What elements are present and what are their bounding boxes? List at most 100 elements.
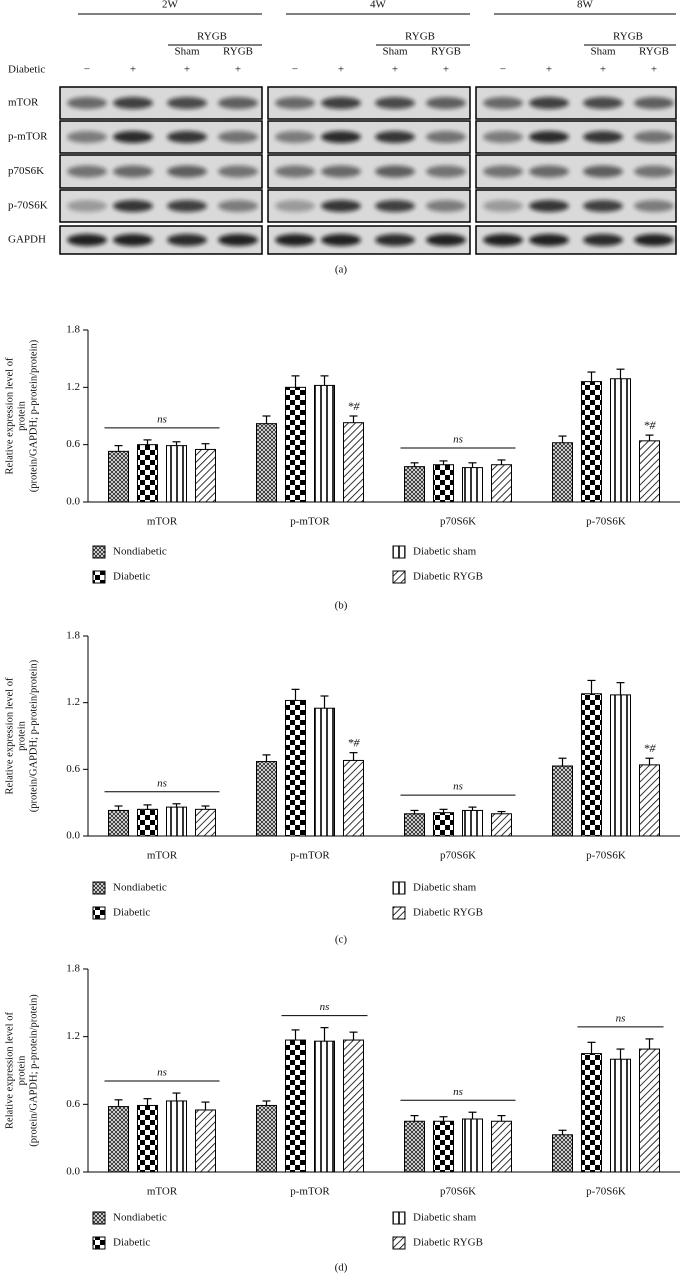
significance-label: *# (348, 399, 361, 413)
band (426, 200, 466, 212)
group-label: RYGB (405, 31, 435, 43)
x-tick-label: p-70S6K (586, 1186, 626, 1198)
bar (343, 759, 364, 837)
x-tick-label: p-mTOR (290, 1186, 330, 1198)
y-tick-label: 1.2 (66, 696, 80, 708)
sign: + (651, 64, 657, 76)
legend-swatch (92, 1211, 106, 1225)
band (275, 97, 315, 109)
legend-label: Diabetic sham (413, 546, 477, 558)
band (583, 234, 623, 246)
bar (433, 1120, 454, 1173)
legend-swatch (392, 881, 406, 895)
legend-swatch (392, 1211, 406, 1225)
band (583, 165, 623, 178)
bar (581, 1053, 602, 1173)
subgroup-label: Sham (590, 46, 616, 58)
protein-label: p-mTOR (8, 131, 48, 143)
bar (404, 1120, 425, 1173)
group-label: RYGB (613, 31, 643, 43)
x-tick-label: p-70S6K (586, 850, 626, 862)
significance-label: *# (644, 418, 657, 432)
panel-label: (b) (335, 600, 348, 612)
band (375, 165, 415, 178)
band (426, 165, 466, 178)
sign: + (600, 64, 606, 76)
bar (610, 378, 631, 503)
ns-label: ns (453, 1086, 463, 1098)
band (67, 165, 107, 178)
y-axis-label: Relative expression level of (4, 677, 15, 794)
y-tick-label: 1.8 (66, 630, 80, 642)
subgroup-label: Sham (174, 46, 200, 58)
legend-swatch (92, 881, 106, 895)
band (167, 200, 207, 212)
band (275, 200, 315, 212)
band (583, 200, 623, 212)
band (218, 234, 258, 246)
bar (433, 464, 454, 503)
bar (195, 448, 216, 503)
band (483, 200, 523, 212)
y-tick-label: 0.6 (66, 1098, 80, 1110)
bar (256, 761, 277, 837)
legend-label: Diabetic sham (413, 882, 477, 894)
bar (166, 806, 187, 837)
band (634, 97, 674, 109)
band (426, 97, 466, 109)
band (113, 131, 153, 143)
ns-label: ns (320, 1001, 330, 1013)
band (218, 200, 258, 212)
y-axis-label: (protein/GAPDH; p-protein/protein) (28, 339, 39, 492)
band (167, 131, 207, 143)
bar (195, 808, 216, 837)
bar (639, 440, 660, 503)
band (67, 234, 107, 246)
band (483, 165, 523, 178)
legend-label: Diabetic RYGB (413, 571, 483, 583)
bar (639, 1048, 660, 1173)
subgroup-label: RYGB (639, 46, 669, 58)
significance-label: *# (644, 741, 657, 755)
bar (491, 464, 512, 503)
bar (581, 381, 602, 503)
legend-swatch (392, 545, 406, 559)
bar (166, 1100, 187, 1173)
ns-label: ns (157, 777, 167, 789)
subgroup-label: RYGB (431, 46, 461, 58)
bar (639, 764, 660, 837)
band (583, 131, 623, 143)
y-axis-label: protein (16, 1055, 27, 1085)
bar (610, 1058, 631, 1173)
band (529, 165, 569, 178)
legend-label: Diabetic RYGB (413, 1237, 483, 1249)
band (321, 97, 361, 109)
band (113, 200, 153, 212)
bar (166, 445, 187, 503)
sign: − (292, 64, 298, 76)
legend-label: Nondiabetic (113, 546, 167, 558)
legend-label: Diabetic (113, 571, 150, 583)
protein-label: mTOR (8, 97, 39, 109)
legend-swatch (92, 906, 106, 920)
bar (552, 1134, 573, 1173)
legend-label: Diabetic sham (413, 1212, 477, 1224)
bar (433, 812, 454, 837)
bar (343, 1039, 364, 1173)
sign: + (184, 64, 190, 76)
bar (552, 765, 573, 837)
bar (108, 1106, 129, 1173)
band (529, 131, 569, 143)
band (67, 200, 107, 212)
band (167, 234, 207, 246)
bar (581, 693, 602, 837)
x-tick-label: p-70S6K (586, 516, 626, 528)
bar (285, 699, 306, 837)
bar (404, 466, 425, 503)
x-tick-label: mTOR (147, 516, 178, 528)
bar (137, 444, 158, 503)
x-tick-label: mTOR (147, 850, 178, 862)
bar (314, 1040, 335, 1173)
y-tick-label: 1.2 (66, 1030, 80, 1042)
x-tick-label: p-mTOR (290, 850, 330, 862)
